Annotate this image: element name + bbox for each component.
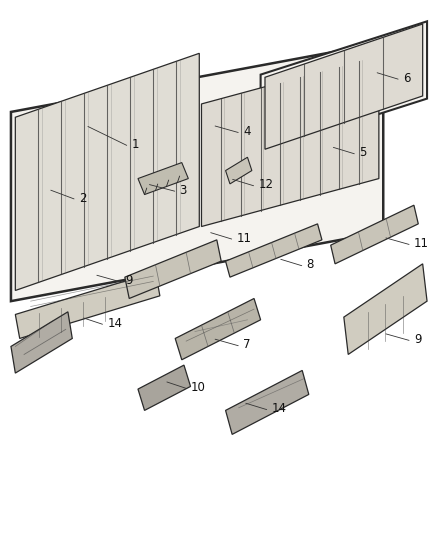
Polygon shape [226, 157, 252, 184]
Text: 5: 5 [359, 147, 367, 159]
Text: 11: 11 [237, 232, 251, 245]
Polygon shape [175, 298, 261, 360]
Polygon shape [138, 163, 188, 195]
Text: 8: 8 [307, 259, 314, 271]
Polygon shape [11, 312, 72, 373]
Text: 12: 12 [258, 179, 273, 191]
Text: 3: 3 [180, 184, 187, 197]
Polygon shape [226, 370, 309, 434]
Polygon shape [261, 21, 427, 152]
Polygon shape [226, 224, 322, 277]
Polygon shape [15, 272, 160, 338]
Polygon shape [11, 43, 383, 301]
Text: 4: 4 [243, 125, 251, 138]
Polygon shape [138, 365, 191, 410]
Text: 7: 7 [243, 338, 251, 351]
Polygon shape [201, 56, 379, 227]
Text: 9: 9 [125, 274, 132, 287]
Polygon shape [331, 205, 418, 264]
Text: 11: 11 [414, 237, 429, 250]
Text: 10: 10 [191, 381, 205, 394]
Text: 1: 1 [131, 139, 139, 151]
Polygon shape [344, 264, 427, 354]
Text: 9: 9 [414, 333, 421, 346]
Text: 14: 14 [107, 317, 122, 330]
Polygon shape [125, 240, 221, 298]
Polygon shape [15, 53, 199, 290]
Text: 2: 2 [79, 192, 86, 205]
Polygon shape [265, 24, 423, 149]
Text: 6: 6 [403, 72, 410, 85]
Text: 14: 14 [272, 402, 286, 415]
